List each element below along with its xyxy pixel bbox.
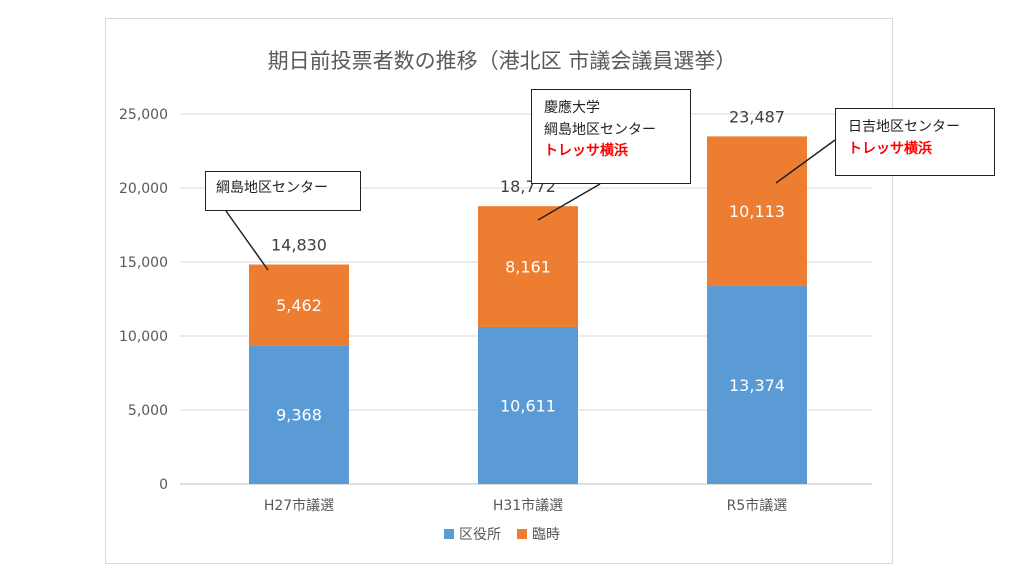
data-label: 5,462 <box>276 296 322 315</box>
callout-h27-locations: 綱島地区センター <box>205 171 361 211</box>
data-label: 13,374 <box>729 376 785 395</box>
legend-swatch <box>444 529 454 539</box>
y-tick-label: 15,000 <box>119 255 168 271</box>
callout-line-highlight: トレッサ横浜 <box>544 143 628 160</box>
callout-line: 綱島地区センター <box>216 180 328 196</box>
callout-leaders <box>225 139 836 271</box>
y-axis-ticks: 0 5,000 10,000 15,000 20,000 25,000 <box>119 107 168 493</box>
data-label: 9,368 <box>276 406 322 425</box>
callout-h31-locations: 慶應大学 綱島地区センター トレッサ横浜 <box>531 89 691 184</box>
bar-rinji-2 <box>478 206 578 327</box>
bar-kuyakusho-3 <box>707 286 807 484</box>
x-tick-label: R5市議選 <box>727 497 788 514</box>
total-label: 14,830 <box>271 236 327 255</box>
callout-line: 慶應大学 <box>544 100 600 116</box>
bar-kuyakusho-2 <box>478 326 578 484</box>
callout-leader-line <box>225 210 269 271</box>
x-tick-label: H27市議選 <box>264 497 334 514</box>
legend-label: 臨時 <box>532 527 560 543</box>
data-label: 10,113 <box>729 202 785 221</box>
total-label: 23,487 <box>729 107 785 126</box>
legend-label: 区役所 <box>459 527 501 543</box>
callout-line: 日吉地区センター <box>848 119 960 135</box>
legend: 区役所 臨時 <box>444 527 560 543</box>
y-tick-label: 20,000 <box>119 181 168 197</box>
callout-r5-locations: 日吉地区センター トレッサ横浜 <box>835 108 995 176</box>
bar-rinji-1 <box>249 264 349 346</box>
x-axis-ticks: H27市議選 H31市議選 R5市議選 <box>264 497 787 514</box>
y-tick-label: 25,000 <box>119 107 168 123</box>
callout-line: 綱島地区センター <box>544 121 656 138</box>
bar-kuyakusho-1 <box>249 345 349 484</box>
callout-line-highlight: トレッサ横浜 <box>848 140 932 157</box>
y-tick-label: 10,000 <box>119 329 168 345</box>
chart-title: 期日前投票者数の推移（港北区 市議会議員選挙） <box>268 49 737 73</box>
x-tick-label: H31市議選 <box>493 497 563 514</box>
y-tick-label: 5,000 <box>128 403 168 419</box>
data-labels: 9,3685,46214,83010,6118,16118,77213,3741… <box>271 107 785 424</box>
data-label: 10,611 <box>500 396 556 415</box>
y-tick-label: 0 <box>159 477 168 493</box>
bar-rinji-3 <box>707 136 807 287</box>
legend-swatch <box>517 529 527 539</box>
callout-leader-line <box>775 139 836 184</box>
data-label: 8,161 <box>505 258 551 277</box>
bars <box>249 136 807 484</box>
callout-leader-line <box>537 183 601 221</box>
